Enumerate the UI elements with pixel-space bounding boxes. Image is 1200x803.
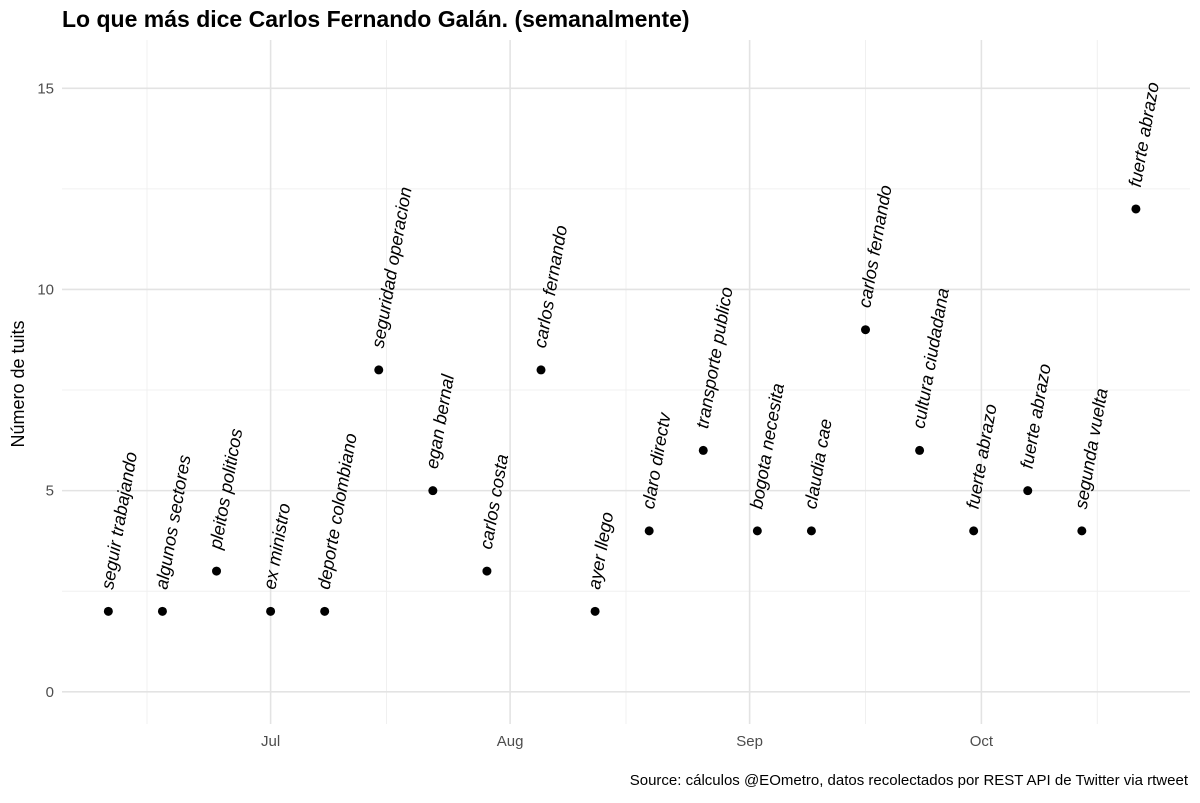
point-label: claudia cae xyxy=(800,417,836,510)
major-gridlines xyxy=(62,40,1190,724)
data-point xyxy=(969,526,979,536)
data-point xyxy=(1131,204,1141,214)
point-label: transporte publico xyxy=(692,286,737,430)
data-point xyxy=(157,606,167,616)
point-label: pleitos politicos xyxy=(205,427,246,552)
point-label: ayer llego xyxy=(584,511,617,591)
data-point xyxy=(482,566,492,576)
point-label: carlos fernando xyxy=(854,184,895,310)
data-point xyxy=(212,566,222,576)
data-point xyxy=(861,325,871,335)
point-label: fuerte abrazo xyxy=(1017,362,1055,470)
point-label: segunda vuelta xyxy=(1071,387,1112,511)
data-point xyxy=(590,606,600,616)
data-point xyxy=(644,526,654,536)
data-point xyxy=(1023,486,1033,496)
x-tick-label: Oct xyxy=(970,733,994,750)
x-tick-label: Aug xyxy=(497,733,524,750)
point-label: seguir trabajando xyxy=(97,450,141,590)
point-label: cultura ciudadana xyxy=(909,286,953,429)
x-axis-ticks: Jul Aug Sep Oct xyxy=(261,733,994,750)
minor-gridlines xyxy=(62,40,1190,724)
data-point xyxy=(806,526,816,536)
point-label: fuerte abrazo xyxy=(963,402,1001,510)
point-label: deporte colombiano xyxy=(314,432,361,591)
y-tick-label: 15 xyxy=(37,80,54,97)
data-point xyxy=(103,606,113,616)
point-label: claro directv xyxy=(638,410,675,510)
y-tick-label: 10 xyxy=(37,281,54,298)
point-label: seguridad operacion xyxy=(368,185,416,349)
data-point xyxy=(698,445,708,455)
point-label: egan bernal xyxy=(422,372,458,470)
point-labels: seguir trabajando algunos sectores pleitos… xyxy=(97,81,1163,591)
data-point xyxy=(266,606,276,616)
point-label: algunos sectores xyxy=(151,453,194,590)
data-point xyxy=(915,445,925,455)
y-axis-ticks: 0 5 10 15 xyxy=(37,80,54,701)
x-tick-label: Sep xyxy=(736,733,763,750)
point-label: carlos fernando xyxy=(530,224,571,350)
y-axis-title: Número de tuits xyxy=(8,320,28,447)
data-point xyxy=(428,486,438,496)
x-tick-label: Jul xyxy=(261,733,280,750)
data-point xyxy=(320,606,330,616)
chart-caption: Source: cálculos @EOmetro, datos recolec… xyxy=(629,772,1188,789)
data-point xyxy=(536,365,546,375)
y-tick-label: 0 xyxy=(46,684,54,701)
point-label: carlos costa xyxy=(476,453,512,551)
point-label: fuerte abrazo xyxy=(1125,81,1163,189)
data-point xyxy=(374,365,384,375)
point-label: ex ministro xyxy=(260,502,295,591)
data-points xyxy=(103,204,1141,616)
data-point xyxy=(1077,526,1087,536)
chart-title: Lo que más dice Carlos Fernando Galán. (… xyxy=(62,6,690,32)
y-tick-label: 5 xyxy=(46,483,54,500)
data-point xyxy=(752,526,762,536)
